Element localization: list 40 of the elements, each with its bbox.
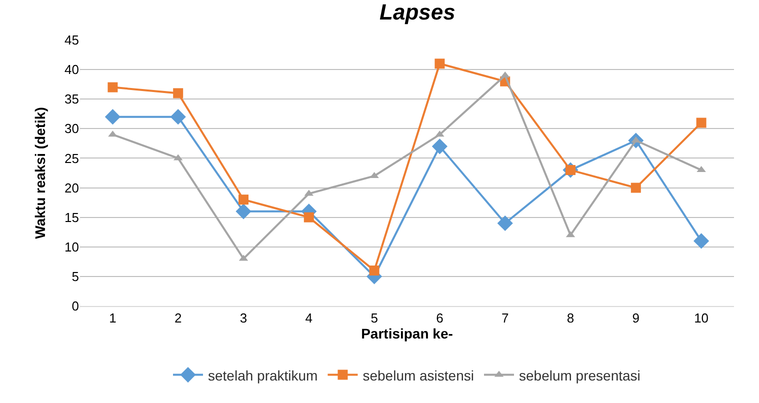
y-tick-label: 35 — [64, 92, 79, 107]
y-tick-label: 30 — [64, 121, 79, 136]
point — [434, 58, 445, 69]
x-axis-title: Partisipan ke- — [361, 326, 454, 342]
legend-label: sebelum presentasi — [519, 367, 640, 384]
point — [104, 109, 120, 125]
point — [497, 215, 513, 232]
point — [369, 266, 380, 276]
point — [108, 82, 118, 92]
x-tick-label: 8 — [566, 310, 574, 326]
chart-title: Lapses — [380, 0, 456, 24]
point — [170, 109, 186, 125]
point — [236, 204, 252, 220]
y-tick-label: 15 — [64, 210, 79, 225]
y-tick-label: 40 — [64, 62, 79, 78]
y-tick-label: 0 — [72, 298, 79, 314]
x-tick-label: 2 — [174, 310, 182, 326]
x-tick-label: 3 — [240, 310, 248, 326]
point — [173, 88, 184, 98]
point — [694, 233, 710, 249]
x-tick-label: 5 — [370, 310, 378, 326]
point — [304, 212, 314, 222]
y-tick-label: 10 — [64, 239, 79, 254]
x-tick-label: 7 — [501, 310, 509, 326]
point — [696, 118, 706, 128]
x-tick-label: 6 — [436, 310, 444, 326]
x-tick-label: 1 — [109, 310, 116, 326]
y-tick-label: 20 — [64, 180, 79, 196]
point — [238, 194, 248, 205]
y-axis-title: Waktu reaksi (detik) — [32, 107, 48, 239]
legend-label: setelah praktikum — [208, 367, 318, 384]
x-tick-label: 10 — [694, 310, 709, 326]
point — [432, 138, 448, 154]
x-tick-label: 9 — [632, 310, 640, 326]
y-tick-label: 45 — [64, 32, 79, 48]
y-tick-label: 25 — [64, 150, 79, 166]
y-tick-label: 5 — [72, 268, 79, 284]
legend-label: sebelum asistensi — [362, 367, 474, 384]
x-tick-label: 4 — [305, 310, 313, 326]
point — [630, 182, 641, 193]
